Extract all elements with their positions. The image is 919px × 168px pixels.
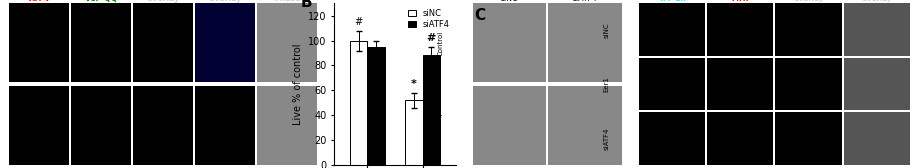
Y-axis label: Control: Control bbox=[437, 30, 443, 55]
Y-axis label: siATF4: siATF4 bbox=[603, 127, 609, 150]
Text: A: A bbox=[12, 8, 24, 23]
Title: Overlay: Overlay bbox=[793, 0, 823, 2]
Text: #: # bbox=[426, 33, 437, 43]
Text: #: # bbox=[355, 17, 363, 27]
Title: Overlay: Overlay bbox=[209, 0, 242, 3]
Y-axis label: Eer1: Eer1 bbox=[603, 76, 609, 92]
Bar bbox=[368, 47, 385, 165]
Title: MTR: MTR bbox=[732, 0, 749, 2]
Text: D: D bbox=[641, 8, 654, 23]
Bar bbox=[405, 100, 423, 165]
Title: VCP-QQ: VCP-QQ bbox=[85, 0, 118, 3]
Title: YFP-ER: YFP-ER bbox=[658, 0, 686, 2]
Text: C: C bbox=[474, 8, 485, 23]
Y-axis label: Live % of control: Live % of control bbox=[292, 43, 302, 125]
Title: Phase: Phase bbox=[274, 0, 301, 3]
Title: siNC: siNC bbox=[501, 0, 518, 3]
Text: B: B bbox=[301, 0, 312, 10]
Title: ATF4: ATF4 bbox=[28, 0, 50, 3]
Title: Overlay: Overlay bbox=[861, 0, 892, 2]
Y-axis label: Eer1 10 μM: Eer1 10 μM bbox=[437, 105, 443, 145]
Bar bbox=[350, 41, 368, 165]
Y-axis label: siNC: siNC bbox=[603, 22, 609, 37]
Title: siATF4: siATF4 bbox=[573, 0, 597, 3]
Text: *: * bbox=[411, 79, 416, 89]
Legend: siNC, siATF4: siNC, siATF4 bbox=[406, 8, 451, 31]
Bar bbox=[423, 55, 440, 165]
Title: Overlay: Overlay bbox=[147, 0, 180, 3]
